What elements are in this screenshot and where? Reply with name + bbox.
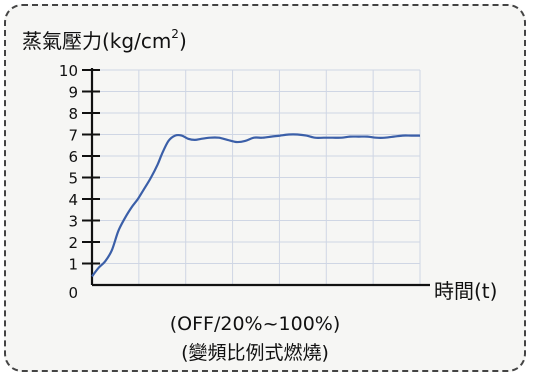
pressure-line <box>91 133 420 278</box>
y-tick-label: 8 <box>68 105 78 123</box>
y-axis-label: 蒸氣壓力(kg/cm2) <box>22 27 187 53</box>
y-tick-label: 1 <box>68 256 78 274</box>
y-tick-label: 6 <box>68 148 78 166</box>
y-tick-label: 7 <box>68 127 78 145</box>
x-axis-label: 時間(t) <box>434 279 497 303</box>
y-tick-label: 0 <box>68 284 78 302</box>
y-ticks: 0 1 2 3 4 5 6 7 8 9 10 <box>59 62 100 302</box>
axes <box>90 68 430 287</box>
y-tick-label: 5 <box>68 170 78 188</box>
y-tick-label: 10 <box>59 62 78 80</box>
grid <box>92 69 421 285</box>
y-tick-label: 4 <box>68 191 78 209</box>
y-tick-label: 9 <box>68 84 78 102</box>
caption-mode: (OFF/20%~100%) <box>170 313 341 335</box>
caption-description: (變頻比例式燃燒) <box>181 342 329 364</box>
y-tick-label: 2 <box>68 234 78 252</box>
y-tick-label: 3 <box>68 213 78 231</box>
